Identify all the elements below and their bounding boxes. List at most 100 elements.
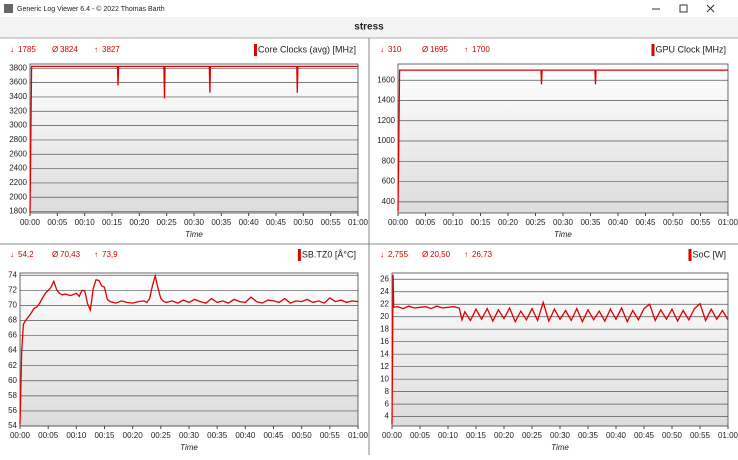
y-tick-label: 68 xyxy=(8,316,17,325)
y-tick-label: 600 xyxy=(382,177,396,186)
title-marker xyxy=(297,249,301,261)
stat-value: 1785 xyxy=(18,45,36,54)
x-tick-label: 00:35 xyxy=(207,431,228,440)
x-tick-label: 00:50 xyxy=(293,218,314,227)
x-tick-label: 00:45 xyxy=(266,218,287,227)
x-tick-label: 00:55 xyxy=(320,431,341,440)
y-tick-label: 56 xyxy=(8,406,17,415)
x-axis-label: Time xyxy=(180,443,198,452)
x-tick-label: 01:00 xyxy=(718,431,738,440)
stat-symbol: ↑ xyxy=(464,45,468,54)
data-line xyxy=(391,274,729,425)
x-tick-label: 00:40 xyxy=(235,431,256,440)
y-tick-label: 74 xyxy=(8,270,17,279)
y-tick-label: 400 xyxy=(382,197,396,206)
y-tick-label: 2000 xyxy=(9,192,27,201)
x-tick-label: 00:30 xyxy=(550,431,571,440)
x-tick-label: 00:25 xyxy=(157,218,178,227)
stat-value: 2,755 xyxy=(388,250,409,259)
x-tick-label: 00:10 xyxy=(75,218,96,227)
stat-value: 26,73 xyxy=(472,250,493,259)
y-tick-label: 1400 xyxy=(377,96,395,105)
x-tick-label: 01:00 xyxy=(348,431,369,440)
y-tick-label: 10 xyxy=(380,374,389,383)
x-tick-label: 00:00 xyxy=(20,218,41,227)
x-tick-label: 00:15 xyxy=(466,431,487,440)
x-tick-label: 00:15 xyxy=(102,218,123,227)
x-tick-label: 00:50 xyxy=(663,218,684,227)
data-line xyxy=(19,273,359,425)
x-tick-label: 00:25 xyxy=(522,431,543,440)
x-tick-label: 00:10 xyxy=(66,431,87,440)
y-tick-label: 64 xyxy=(8,346,17,355)
y-tick-label: 24 xyxy=(380,287,389,296)
x-axis-label: Time xyxy=(185,230,203,239)
x-tick-label: 00:55 xyxy=(321,218,342,227)
stat-symbol: ↑ xyxy=(94,45,98,54)
x-tick-label: 00:45 xyxy=(634,431,655,440)
y-tick-label: 16 xyxy=(380,337,389,346)
stat-value: 1700 xyxy=(472,45,490,54)
stat-value: 1695 xyxy=(430,45,448,54)
x-tick-label: 00:20 xyxy=(123,431,144,440)
y-tick-label: 62 xyxy=(8,361,17,370)
heading-bar xyxy=(0,17,738,38)
x-tick-label: 00:10 xyxy=(443,218,464,227)
x-tick-label: 00:55 xyxy=(690,431,711,440)
plot-area xyxy=(397,63,729,214)
chart-title: Core Clocks (avg) [MHz] xyxy=(258,44,356,54)
x-tick-label: 00:20 xyxy=(494,431,515,440)
maximize-button[interactable] xyxy=(679,4,688,13)
x-tick-label: 00:55 xyxy=(690,218,711,227)
stat-symbol: ↑ xyxy=(94,250,98,259)
stat-symbol: ↑ xyxy=(464,250,468,259)
stat-symbol: Ø xyxy=(422,45,428,54)
window-title: Generic Log Viewer 6.4 - © 2022 Thomas B… xyxy=(17,5,165,13)
y-tick-label: 3600 xyxy=(9,78,27,87)
x-tick-label: 00:15 xyxy=(94,431,115,440)
plot-area xyxy=(29,63,359,214)
y-tick-label: 18 xyxy=(380,324,389,333)
x-tick-label: 00:40 xyxy=(239,218,260,227)
stat-value: 3827 xyxy=(102,45,120,54)
stat-value: 70,43 xyxy=(60,250,81,259)
y-tick-label: 3200 xyxy=(9,106,27,115)
x-tick-label: 00:25 xyxy=(525,218,546,227)
x-tick-label: 00:50 xyxy=(292,431,313,440)
heading: stress xyxy=(354,22,384,33)
stat-symbol: ↓ xyxy=(380,45,384,54)
y-tick-label: 2200 xyxy=(9,178,27,187)
title-bar xyxy=(0,0,738,17)
y-tick-label: 14 xyxy=(380,349,389,358)
y-tick-label: 2400 xyxy=(9,164,27,173)
x-tick-label: 00:00 xyxy=(382,431,403,440)
x-tick-label: 00:40 xyxy=(606,431,627,440)
x-tick-label: 00:45 xyxy=(263,431,284,440)
stat-symbol: Ø xyxy=(422,250,428,259)
title-marker xyxy=(651,44,655,56)
plot-area xyxy=(391,272,729,427)
plot-area xyxy=(19,272,359,427)
y-tick-label: 1200 xyxy=(377,116,395,125)
y-tick-label: 26 xyxy=(380,274,389,283)
stat-symbol: Ø xyxy=(52,250,58,259)
title-marker xyxy=(688,249,692,261)
y-tick-label: 72 xyxy=(8,285,17,294)
y-tick-label: 800 xyxy=(382,156,396,165)
data-line xyxy=(29,65,358,213)
stat-symbol: ↓ xyxy=(380,250,384,259)
close-button[interactable] xyxy=(706,4,715,13)
x-tick-label: 00:20 xyxy=(498,218,519,227)
y-tick-label: 54 xyxy=(8,421,17,430)
x-tick-label: 00:00 xyxy=(388,218,409,227)
y-tick-label: 60 xyxy=(8,376,17,385)
x-tick-label: 00:35 xyxy=(580,218,601,227)
stat-symbol: Ø xyxy=(52,45,58,54)
x-axis-label: Time xyxy=(554,230,572,239)
stat-value: 73,9 xyxy=(102,250,118,259)
x-tick-label: 00:50 xyxy=(662,431,683,440)
y-tick-label: 6 xyxy=(385,399,390,408)
stat-value: 310 xyxy=(388,45,402,54)
